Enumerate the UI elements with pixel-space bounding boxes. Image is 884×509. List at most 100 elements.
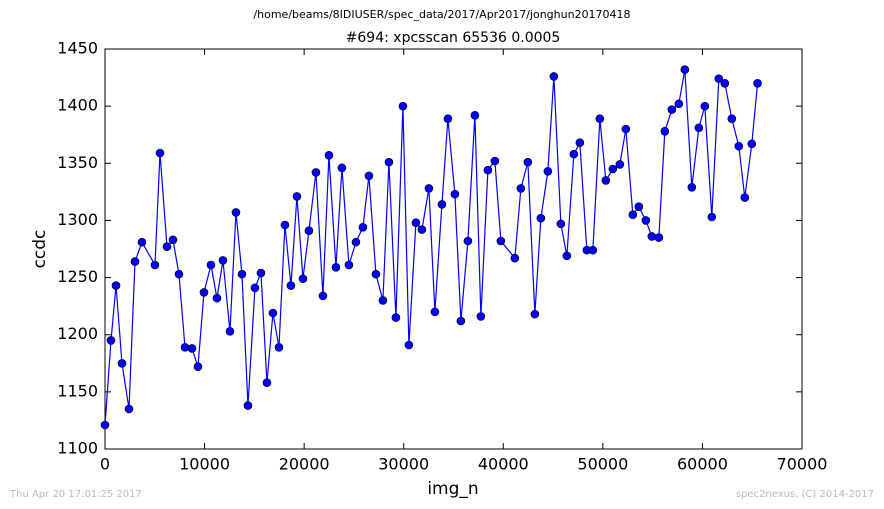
data-point xyxy=(331,262,341,272)
y-tick-label: 1100 xyxy=(57,439,98,458)
data-point xyxy=(351,237,361,247)
data-point xyxy=(130,257,140,266)
x-tick-label: 30000 xyxy=(378,455,429,474)
data-point xyxy=(727,114,737,124)
data-point xyxy=(700,101,710,111)
data-point xyxy=(734,141,744,151)
data-point xyxy=(404,340,414,350)
data-point xyxy=(680,65,690,74)
data-point xyxy=(155,148,165,158)
data-point xyxy=(601,176,611,185)
data-point xyxy=(364,171,374,181)
y-tick-label: 1200 xyxy=(57,324,98,343)
x-tick-label: 40000 xyxy=(478,455,529,474)
data-point xyxy=(694,123,704,133)
footer-left: Thu Apr 20 17:01:25 2017 xyxy=(9,489,142,500)
data-point xyxy=(237,269,247,279)
data-point xyxy=(358,222,368,232)
data-point xyxy=(747,139,757,149)
data-point xyxy=(608,164,618,174)
data-point xyxy=(753,78,762,88)
data-point xyxy=(398,101,408,111)
data-point xyxy=(463,236,473,246)
data-point xyxy=(556,219,566,229)
y-tick-label: 1450 xyxy=(57,39,98,58)
data-point xyxy=(193,362,203,372)
data-point xyxy=(206,260,216,270)
x-tick-label: 50000 xyxy=(577,455,628,474)
data-point xyxy=(674,99,684,109)
footer-right: spec2nexus, (C) 2014-2017 xyxy=(736,489,874,500)
x-tick-label: 20000 xyxy=(279,455,330,474)
data-point xyxy=(720,78,730,88)
data-point xyxy=(311,168,321,177)
data-point xyxy=(569,149,579,159)
data-point xyxy=(647,232,657,241)
x-tick-label: 70000 xyxy=(777,455,828,474)
data-point xyxy=(378,296,388,305)
data-point xyxy=(490,156,500,166)
data-point xyxy=(124,404,134,414)
data-point xyxy=(437,200,447,209)
data-point xyxy=(714,74,724,84)
data-point xyxy=(337,163,347,173)
data-point xyxy=(549,72,559,81)
data-point xyxy=(274,342,284,352)
data-point xyxy=(262,378,272,388)
chart-title: #694: xpcsscan 65536 0.0005 xyxy=(346,30,561,46)
data-point xyxy=(218,256,228,265)
data-point xyxy=(212,293,222,303)
data-point xyxy=(687,182,697,192)
y-tick-label: 1300 xyxy=(57,210,98,229)
data-point xyxy=(575,138,585,148)
data-point xyxy=(530,309,540,319)
data-point xyxy=(117,358,127,368)
data-point xyxy=(417,225,427,234)
x-tick-label: 60000 xyxy=(677,455,728,474)
data-point xyxy=(324,150,334,160)
data-point xyxy=(740,193,750,202)
data-point xyxy=(595,114,605,124)
data-point xyxy=(162,242,172,252)
data-point xyxy=(137,237,147,247)
data-point xyxy=(243,401,253,410)
y-tick-label: 1350 xyxy=(57,153,98,172)
data-point xyxy=(280,220,290,230)
data-point xyxy=(483,165,493,175)
data-point xyxy=(621,124,631,134)
y-tick-label: 1150 xyxy=(57,381,98,400)
data-point xyxy=(430,307,440,317)
data-point xyxy=(443,114,453,124)
data-point xyxy=(174,269,184,279)
x-tick-label: 0 xyxy=(100,455,110,474)
data-point xyxy=(476,312,486,321)
data-point xyxy=(424,184,434,193)
y-axis-label: ccdc xyxy=(30,230,50,269)
data-point xyxy=(588,245,598,255)
data-point xyxy=(660,126,670,136)
data-point xyxy=(187,344,197,353)
data-point xyxy=(391,313,401,322)
data-point xyxy=(562,251,572,261)
data-point xyxy=(411,218,421,228)
x-axis-label: img_n xyxy=(427,479,478,499)
data-point xyxy=(106,336,116,345)
data-line xyxy=(104,69,759,426)
data-point xyxy=(516,184,526,193)
data-point xyxy=(344,260,354,270)
data-point xyxy=(628,210,638,220)
data-point xyxy=(470,110,480,120)
data-point xyxy=(199,288,209,297)
data-point xyxy=(268,308,278,318)
data-point xyxy=(298,274,308,284)
data-point xyxy=(318,291,328,301)
x-tick-label: 10000 xyxy=(179,455,230,474)
data-point xyxy=(510,253,520,263)
data-point xyxy=(654,233,664,242)
data-point xyxy=(536,213,546,223)
data-point xyxy=(168,235,178,245)
data-point xyxy=(286,281,296,290)
data-point xyxy=(292,192,302,201)
data-point xyxy=(543,166,553,176)
